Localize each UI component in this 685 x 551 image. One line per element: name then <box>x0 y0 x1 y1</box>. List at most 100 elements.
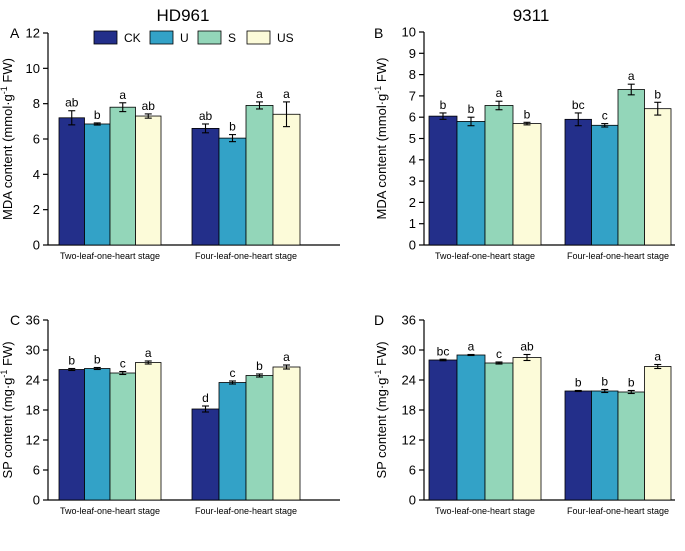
bar-a-us-1 <box>135 115 162 246</box>
bar-b-ck-2 <box>564 118 592 246</box>
y-tick-label-b: 9 <box>409 46 416 61</box>
x-category-label-b: Two-leaf-one-heart stage <box>435 251 535 261</box>
y-axis-label-a: MDA content (mmol·g-1 FW) <box>0 58 15 220</box>
significance-letter-c: b <box>94 353 101 367</box>
bar-d-u-2 <box>591 390 619 501</box>
y-tick-label-b: 3 <box>409 174 416 189</box>
y-tick-label-d: 18 <box>402 403 416 418</box>
y-tick-label-c: 30 <box>26 343 40 358</box>
bar-c-u-1 <box>84 368 111 501</box>
significance-letter-d: b <box>601 375 608 389</box>
legend-item-u: U <box>149 30 189 45</box>
significance-letter-c: a <box>145 346 152 360</box>
bar-b-s-2 <box>617 89 645 246</box>
bar-b-us-2 <box>644 108 672 246</box>
y-tick-label-b: 5 <box>409 131 416 146</box>
panel-letter-b: B <box>374 25 383 41</box>
significance-letter-d: ab <box>520 340 534 354</box>
y-tick-label-d: 12 <box>402 433 416 448</box>
legend: CK U S US <box>93 30 294 45</box>
bar-b-u-2 <box>591 124 619 246</box>
bar-a-u-1 <box>84 123 111 246</box>
chart-panel-c: C 0 6 12 18 24 30 36 SP content (mg·g-1 FW) b b c a T… <box>0 312 340 516</box>
legend-swatch-s <box>197 30 222 45</box>
bar-c-us-1 <box>135 362 162 501</box>
bar-b-u-1 <box>456 121 486 246</box>
bar-c-s-1 <box>109 372 136 501</box>
y-tick-label-a: 4 <box>33 167 40 182</box>
y-tick-label-d: 30 <box>402 343 416 358</box>
y-tick-label-c: 36 <box>26 313 40 328</box>
y-tick-label-d: 6 <box>409 463 416 478</box>
significance-letter-c: c <box>230 366 236 380</box>
significance-letter-d: b <box>575 376 582 390</box>
legend-label-u: U <box>180 31 189 45</box>
bar-a-us-2 <box>272 113 301 246</box>
y-tick-label-b: 10 <box>402 25 416 40</box>
y-tick-label-c: 24 <box>26 373 40 388</box>
bar-b-us-1 <box>512 123 542 246</box>
y-tick-label-d: 0 <box>409 493 416 508</box>
y-tick-label-c: 12 <box>26 433 40 448</box>
bar-a-ck-2 <box>191 127 220 246</box>
y-axis-label-d: SP content (mg·g-1 FW) <box>373 341 389 478</box>
bar-d-s-2 <box>617 391 645 501</box>
x-category-label-c: Two-leaf-one-heart stage <box>60 506 160 516</box>
significance-letter-c: c <box>120 357 126 371</box>
legend-item-ck: CK <box>93 30 141 45</box>
y-tick-label-a: 10 <box>26 61 40 76</box>
bar-d-ck-1 <box>428 359 458 501</box>
y-tick-label-b: 0 <box>409 238 416 253</box>
bar-d-us-2 <box>644 366 672 501</box>
significance-letter-b: b <box>440 98 447 112</box>
y-tick-label-c: 0 <box>33 493 40 508</box>
y-tick-label-d: 24 <box>402 373 416 388</box>
significance-letter-d: a <box>654 350 661 364</box>
y-tick-label-a: 0 <box>33 238 40 253</box>
significance-letter-c: b <box>256 359 263 373</box>
y-tick-label-a: 12 <box>26 26 40 41</box>
significance-letter-b: b <box>654 87 661 101</box>
legend-swatch-ck <box>93 30 118 45</box>
y-tick-label-b: 7 <box>409 88 416 103</box>
significance-letter-b: b <box>524 107 531 121</box>
significance-letter-b: a <box>628 69 635 83</box>
x-category-label-b: Four-leaf-one-heart stage <box>567 251 669 261</box>
bar-c-us-2 <box>272 366 301 501</box>
bar-a-u-2 <box>218 137 247 246</box>
legend-label-s: S <box>228 31 236 45</box>
bar-c-u-2 <box>218 382 247 501</box>
legend-item-s: S <box>197 30 236 45</box>
legend-swatch-u <box>149 30 174 45</box>
significance-letter-c: d <box>202 391 209 405</box>
significance-letter-b: c <box>602 109 608 123</box>
bar-c-ck-2 <box>191 408 220 501</box>
y-tick-label-b: 2 <box>409 195 416 210</box>
legend-label-ck: CK <box>124 31 141 45</box>
significance-letter-a: b <box>229 120 236 134</box>
y-tick-label-b: 1 <box>409 216 416 231</box>
bar-a-ck-1 <box>58 117 85 246</box>
column-title-hd961: HD961 <box>157 6 210 25</box>
panel-letter-d: D <box>374 312 384 328</box>
y-tick-label-c: 18 <box>26 403 40 418</box>
significance-letter-b: bc <box>572 98 585 112</box>
panel-letter-a: A <box>10 25 20 41</box>
significance-letter-b: a <box>496 86 503 100</box>
legend-item-us: US <box>246 30 294 45</box>
chart-panel-b: B 0 1 2 3 4 5 6 7 8 9 10 MDA content (mmol·g-1 FW) b b… <box>373 25 675 261</box>
y-axis-label-c: SP content (mg·g-1 FW) <box>0 341 15 478</box>
bar-d-ck-2 <box>564 390 592 501</box>
bar-c-s-2 <box>245 375 274 501</box>
x-category-label-d: Two-leaf-one-heart stage <box>435 506 535 516</box>
significance-letter-d: c <box>496 347 502 361</box>
column-title-9311: 9311 <box>513 6 550 25</box>
chart-panel-d: D 0 6 12 18 24 30 36 SP content (mg·g-1 FW) bc a c a… <box>373 312 675 516</box>
significance-letter-d: b <box>628 376 635 390</box>
significance-letter-a: a <box>283 87 290 101</box>
significance-letter-a: a <box>119 88 126 102</box>
x-category-label-a: Two-leaf-one-heart stage <box>60 251 160 261</box>
y-tick-label-a: 6 <box>33 132 40 147</box>
